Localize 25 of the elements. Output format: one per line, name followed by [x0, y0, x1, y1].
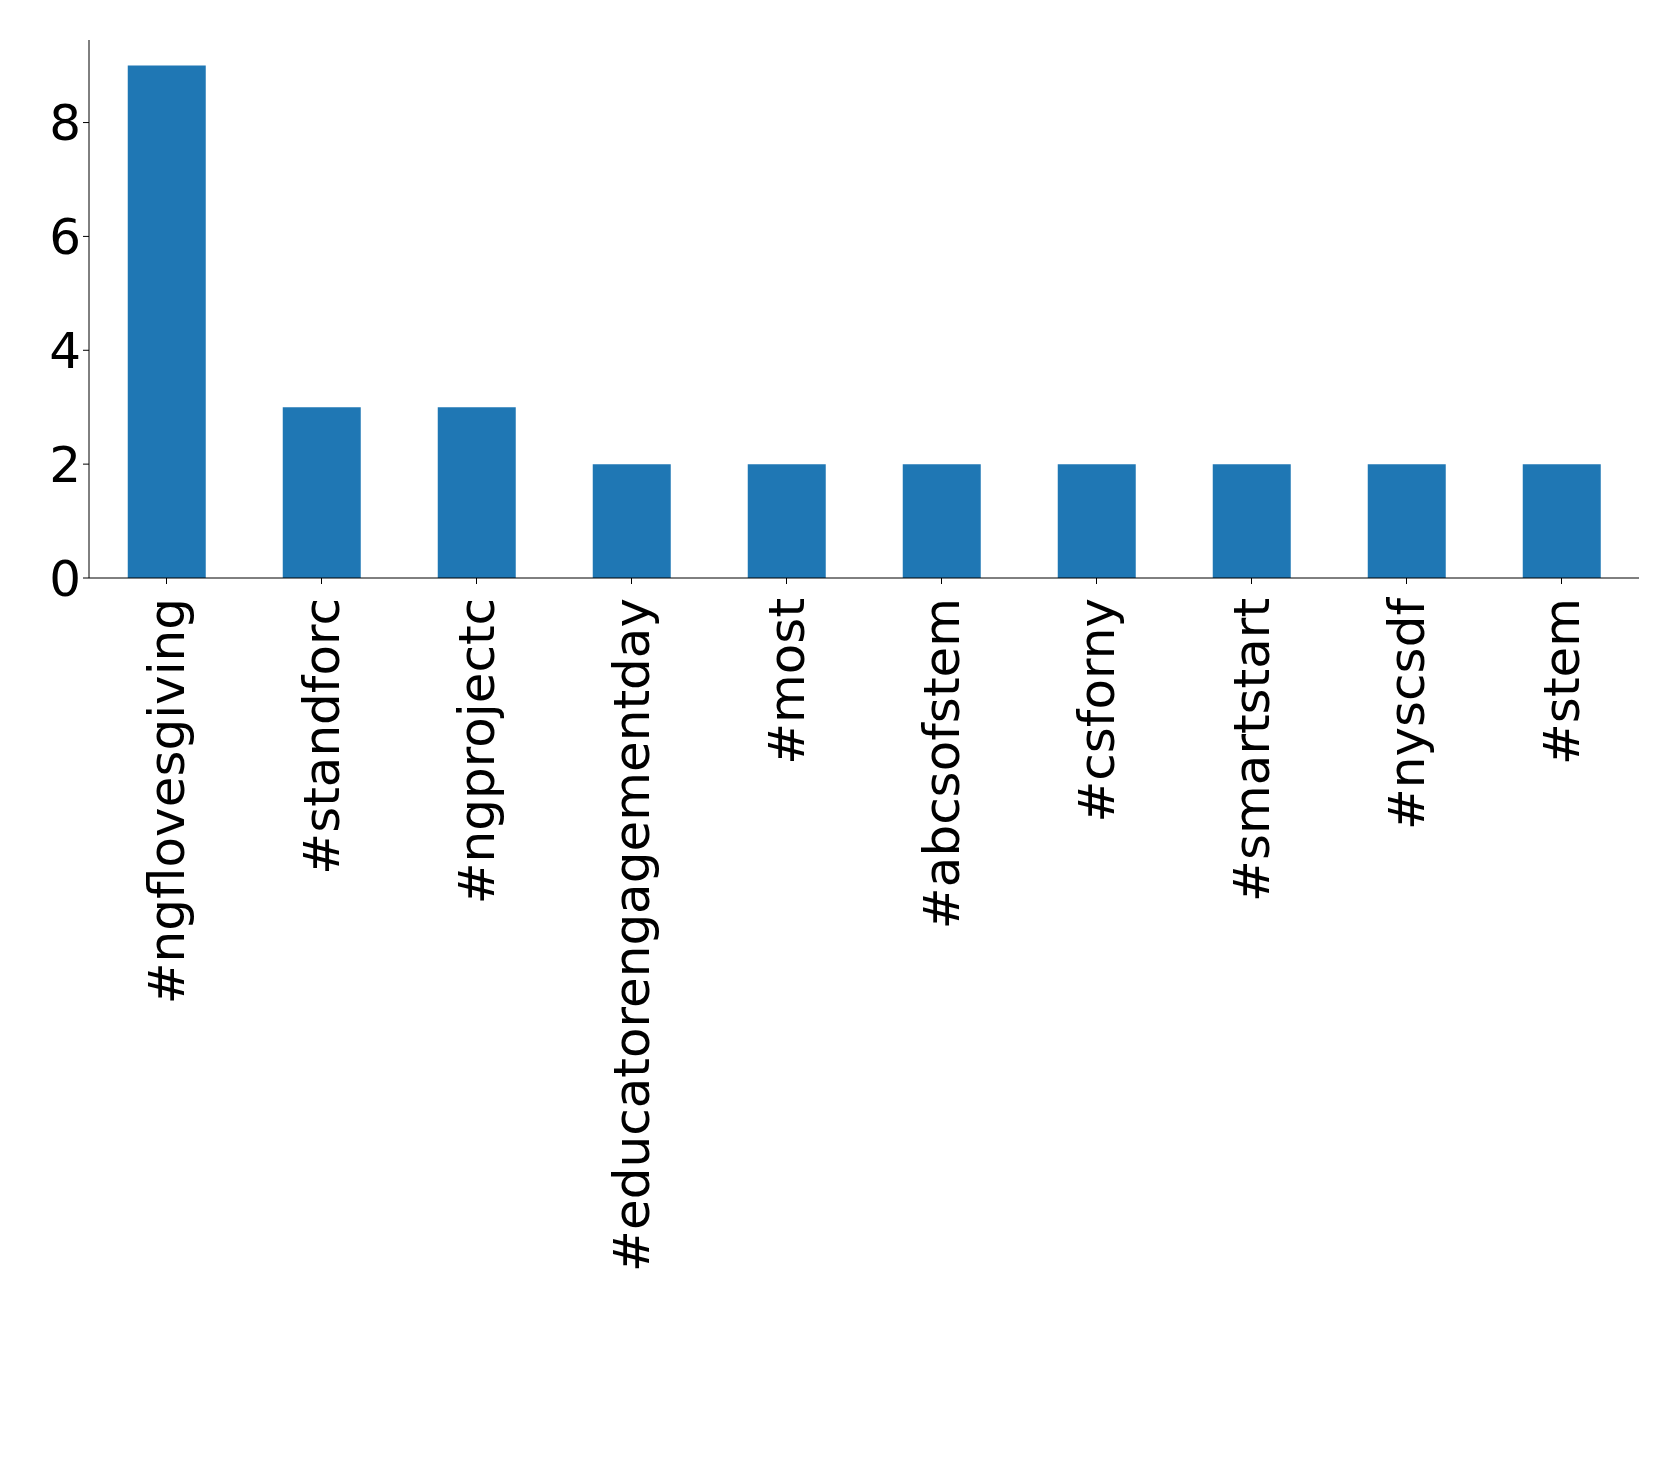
bar — [1057, 464, 1136, 578]
x-tick-label: #abcsofstem — [912, 598, 971, 930]
y-tick-label: 8 — [49, 94, 81, 153]
bar — [282, 407, 361, 578]
y-tick-label: 0 — [49, 549, 81, 608]
x-tick-label: #most — [757, 598, 816, 765]
bar — [1522, 464, 1601, 578]
x-tick-label: #ngprojectc — [447, 598, 506, 905]
bar — [437, 407, 516, 578]
x-tick-label: #ngflovesgiving — [137, 598, 196, 1005]
bar — [127, 65, 206, 578]
x-tick-label: #smartstart — [1222, 598, 1281, 902]
x-tick-label: #stem — [1532, 598, 1591, 766]
x-tick-label: #csforny — [1067, 598, 1126, 823]
bar — [592, 464, 671, 578]
y-tick-label: 2 — [49, 435, 81, 494]
x-tick-label: #educatorengagementday — [602, 598, 661, 1272]
x-tick-label: #nyscsdf — [1377, 596, 1436, 831]
bar — [747, 464, 826, 578]
bar — [1367, 464, 1446, 578]
bar — [1212, 464, 1291, 578]
y-tick-label: 6 — [49, 208, 81, 267]
x-tick-label: #standforc — [292, 598, 351, 875]
bar — [902, 464, 981, 578]
y-tick-label: 4 — [49, 322, 81, 381]
